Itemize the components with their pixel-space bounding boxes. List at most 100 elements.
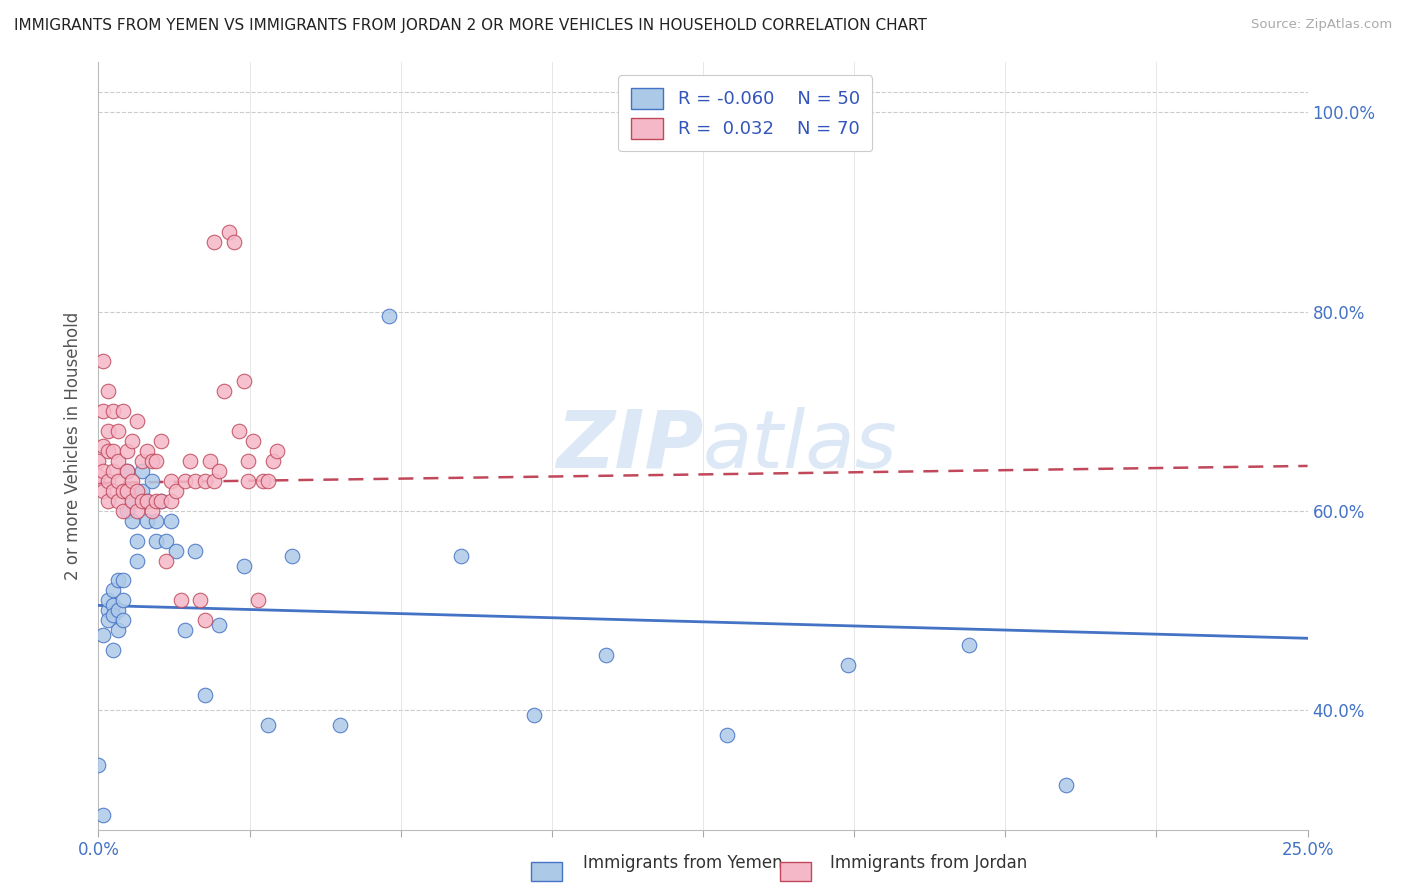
- Point: [101, 583, 124, 598]
- Point: [450, 549, 472, 563]
- Point: [160, 493, 183, 508]
- Point: [165, 483, 187, 498]
- Point: [87, 454, 110, 468]
- Point: [101, 608, 124, 623]
- Text: Immigrants from Jordan: Immigrants from Jordan: [830, 855, 1026, 872]
- Point: [111, 483, 134, 498]
- Point: [111, 593, 134, 607]
- Point: [107, 454, 129, 468]
- Point: [97, 603, 120, 617]
- Point: [208, 618, 231, 632]
- Point: [194, 613, 217, 627]
- Point: [194, 474, 217, 488]
- Point: [101, 643, 124, 657]
- Point: [121, 434, 143, 448]
- Text: Immigrants from Yemen: Immigrants from Yemen: [583, 855, 783, 872]
- Point: [117, 444, 139, 458]
- Point: [184, 543, 207, 558]
- Point: [145, 514, 167, 528]
- Point: [97, 474, 120, 488]
- Point: [131, 493, 153, 508]
- Point: [165, 543, 187, 558]
- Point: [107, 493, 129, 508]
- Point: [91, 807, 114, 822]
- Point: [127, 414, 149, 428]
- Point: [141, 504, 163, 518]
- Point: [595, 648, 617, 663]
- Point: [111, 613, 134, 627]
- Point: [91, 464, 114, 478]
- Point: [107, 474, 129, 488]
- Point: [155, 533, 177, 548]
- Point: [238, 474, 260, 488]
- Point: [101, 404, 124, 418]
- Point: [266, 444, 288, 458]
- Point: [117, 464, 139, 478]
- Point: [281, 549, 304, 563]
- Point: [101, 444, 124, 458]
- Point: [174, 474, 197, 488]
- Point: [131, 464, 153, 478]
- Point: [97, 384, 120, 399]
- Point: [107, 574, 129, 588]
- Point: [141, 454, 163, 468]
- Point: [262, 454, 284, 468]
- Point: [208, 464, 231, 478]
- Point: [145, 454, 167, 468]
- Point: [188, 593, 211, 607]
- Point: [121, 474, 143, 488]
- Point: [107, 424, 129, 438]
- Point: [837, 658, 859, 673]
- Point: [169, 593, 191, 607]
- Text: atlas: atlas: [703, 407, 898, 485]
- Point: [101, 599, 124, 613]
- Point: [107, 603, 129, 617]
- Point: [141, 474, 163, 488]
- Point: [145, 533, 167, 548]
- Point: [121, 514, 143, 528]
- Point: [957, 638, 980, 652]
- Text: Source: ZipAtlas.com: Source: ZipAtlas.com: [1251, 18, 1392, 31]
- Point: [222, 235, 245, 249]
- Point: [121, 493, 143, 508]
- Point: [194, 688, 217, 702]
- Point: [135, 493, 157, 508]
- Point: [150, 493, 173, 508]
- Point: [160, 474, 183, 488]
- Point: [150, 434, 173, 448]
- Point: [523, 708, 546, 723]
- Point: [111, 574, 134, 588]
- Point: [232, 558, 254, 573]
- Point: [97, 424, 120, 438]
- Point: [228, 424, 250, 438]
- Point: [232, 374, 254, 388]
- Point: [117, 464, 139, 478]
- Point: [256, 718, 278, 732]
- Point: [131, 483, 153, 498]
- Point: [184, 474, 207, 488]
- Point: [204, 474, 226, 488]
- Point: [238, 454, 260, 468]
- Legend: R = -0.060    N = 50, R =  0.032    N = 70: R = -0.060 N = 50, R = 0.032 N = 70: [619, 75, 873, 152]
- Point: [97, 493, 120, 508]
- Point: [150, 493, 173, 508]
- Point: [111, 504, 134, 518]
- Point: [117, 483, 139, 498]
- Point: [212, 384, 235, 399]
- Point: [91, 404, 114, 418]
- Text: ZIP: ZIP: [555, 407, 703, 485]
- Point: [111, 404, 134, 418]
- Point: [204, 235, 226, 249]
- Point: [87, 757, 110, 772]
- Point: [91, 439, 114, 453]
- Point: [377, 310, 399, 324]
- Point: [101, 483, 124, 498]
- Point: [97, 444, 120, 458]
- Point: [91, 354, 114, 368]
- Point: [179, 454, 201, 468]
- Point: [135, 444, 157, 458]
- Text: IMMIGRANTS FROM YEMEN VS IMMIGRANTS FROM JORDAN 2 OR MORE VEHICLES IN HOUSEHOLD : IMMIGRANTS FROM YEMEN VS IMMIGRANTS FROM…: [14, 18, 927, 33]
- Point: [117, 483, 139, 498]
- Point: [174, 624, 197, 638]
- Point: [252, 474, 274, 488]
